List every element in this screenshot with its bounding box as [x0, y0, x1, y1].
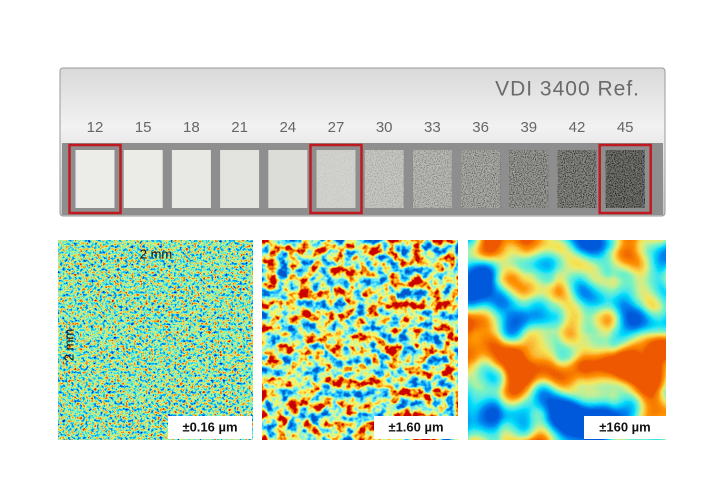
- label-box: [584, 416, 666, 439]
- label-box: [168, 416, 252, 439]
- grade-label: 24: [279, 119, 296, 136]
- scale-label: 2 mm: [140, 246, 173, 261]
- swatches: 12 15 18 21 24 27 30 33 36 39 42 45: [68, 119, 652, 215]
- swatch: [268, 150, 308, 208]
- range-label: ±1.60 µm: [388, 419, 443, 434]
- grade-label: 18: [183, 119, 200, 136]
- grade-label: 30: [376, 119, 393, 136]
- swatch: [171, 150, 211, 208]
- swatch: [220, 150, 260, 208]
- swatch: [75, 150, 115, 208]
- swatch-texture: [557, 150, 597, 208]
- heightmap: [58, 240, 253, 440]
- heightmap: [468, 240, 666, 440]
- swatch-texture: [412, 150, 452, 208]
- grade-label: 42: [569, 119, 586, 136]
- grade-label: 36: [472, 119, 489, 136]
- heightmap: [262, 240, 458, 440]
- highlight-box: [309, 143, 363, 215]
- swatch-texture: [461, 150, 501, 208]
- grade-label: 39: [520, 119, 537, 136]
- range-label: ±0.16 µm: [182, 419, 237, 434]
- grade-label: 12: [87, 119, 104, 136]
- swatch-texture: [316, 150, 356, 208]
- highlight-box: [68, 143, 122, 215]
- grade-label: 33: [424, 119, 441, 136]
- plate-title: VDI 3400 Ref.: [495, 78, 640, 101]
- grade-label: 15: [135, 119, 152, 136]
- swatch-texture: [509, 150, 549, 208]
- swatch-texture: [364, 150, 404, 208]
- highlight-box: [598, 143, 652, 215]
- grade-label: 45: [617, 119, 634, 136]
- grade-label: 21: [231, 119, 248, 136]
- scale-label: 2 mm: [61, 329, 76, 362]
- swatch-texture: [605, 150, 645, 208]
- swatch: [123, 150, 163, 208]
- label-box: [374, 416, 458, 439]
- grade-label: 27: [328, 119, 345, 136]
- range-label: ±160 µm: [599, 419, 651, 434]
